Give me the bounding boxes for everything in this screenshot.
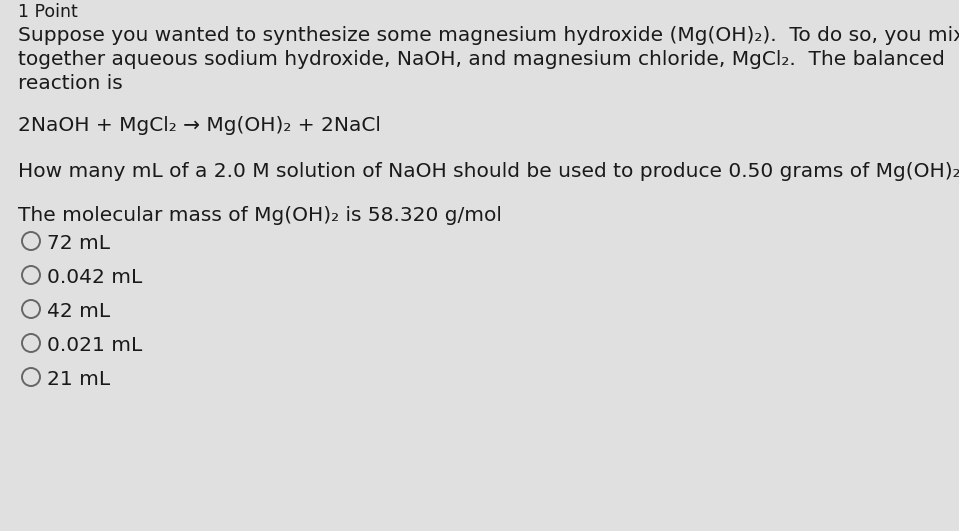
Text: The molecular mass of Mg(OH)₂ is 58.320 g/mol: The molecular mass of Mg(OH)₂ is 58.320 …	[18, 206, 502, 225]
Text: 42 mL: 42 mL	[47, 302, 110, 321]
Text: 0.042 mL: 0.042 mL	[47, 268, 142, 287]
Text: together aqueous sodium hydroxide, NaOH, and magnesium chloride, MgCl₂.  The bal: together aqueous sodium hydroxide, NaOH,…	[18, 50, 945, 69]
Text: 0.021 mL: 0.021 mL	[47, 336, 142, 355]
Text: 21 mL: 21 mL	[47, 370, 110, 389]
Text: reaction is: reaction is	[18, 74, 123, 93]
Text: 2NaOH + MgCl₂ → Mg(OH)₂ + 2NaCl: 2NaOH + MgCl₂ → Mg(OH)₂ + 2NaCl	[18, 116, 381, 135]
Text: 72 mL: 72 mL	[47, 234, 110, 253]
Text: 1 Point: 1 Point	[18, 3, 78, 21]
Text: How many mL of a 2.0 M solution of NaOH should be used to produce 0.50 grams of : How many mL of a 2.0 M solution of NaOH …	[18, 162, 959, 181]
Text: Suppose you wanted to synthesize some magnesium hydroxide (Mg(OH)₂).  To do so, : Suppose you wanted to synthesize some ma…	[18, 26, 959, 45]
